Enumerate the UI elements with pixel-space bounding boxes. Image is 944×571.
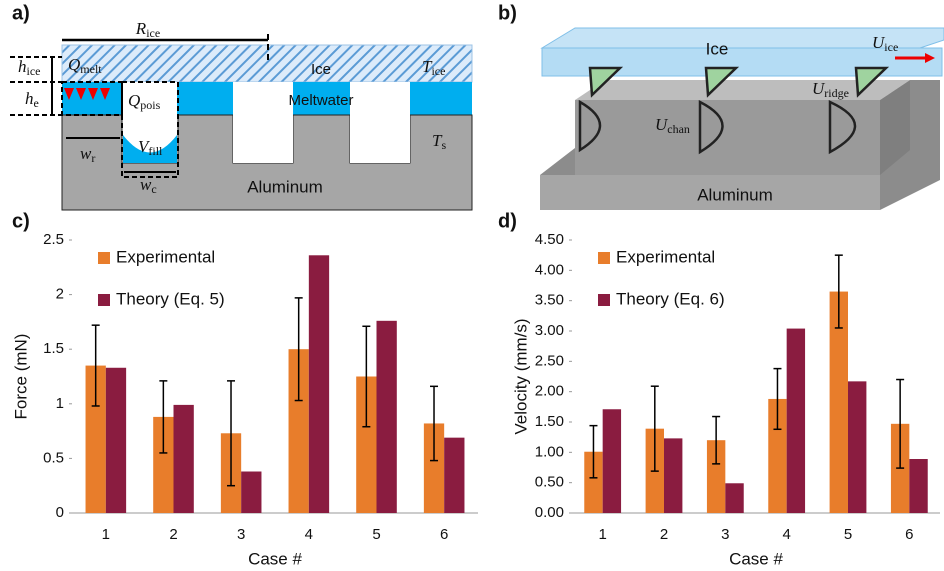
bar [787, 329, 805, 513]
label: Ice [311, 61, 331, 78]
x-tick-label: 1 [102, 526, 110, 543]
x-tick-label: 4 [782, 526, 790, 543]
legend-label: Theory (Eq. 5) [116, 289, 225, 308]
y-tick-label: 2.5 [43, 231, 64, 248]
label: Ice [706, 39, 729, 58]
panel-label: d) [498, 210, 517, 232]
y-tick-label: 0.5 [43, 449, 64, 466]
channel [350, 82, 410, 163]
label: he [25, 89, 39, 110]
bar [603, 409, 621, 513]
bar [725, 483, 743, 513]
legend-label: Theory (Eq. 6) [616, 289, 725, 308]
label: Aluminum [247, 177, 323, 196]
label: hice [18, 57, 41, 78]
y-tick-label: 0 [56, 504, 64, 521]
y-tick-label: 2.00 [535, 383, 564, 400]
legend-swatch [598, 294, 610, 306]
y-tick-label: 1.5 [43, 340, 64, 357]
x-tick-label: 5 [372, 526, 380, 543]
panel-label: a) [12, 2, 30, 24]
panel-label: b) [498, 2, 517, 24]
y-tick-label: 3.00 [535, 322, 564, 339]
x-tick-label: 5 [844, 526, 852, 543]
y-axis-title: Force (mN) [11, 334, 30, 420]
legend-label: Experimental [616, 247, 715, 266]
x-tick-label: 3 [237, 526, 245, 543]
ridge-front [575, 100, 880, 175]
x-tick-label: 6 [905, 526, 913, 543]
y-tick-label: 2 [56, 286, 64, 303]
panel-label: c) [12, 210, 30, 232]
y-tick-label: 2.50 [535, 352, 564, 369]
bar [174, 405, 194, 513]
y-tick-label: 0.00 [535, 504, 564, 521]
y-tick-label: 0.50 [535, 474, 564, 491]
bar [241, 472, 261, 513]
x-axis-title: Case # [729, 549, 783, 568]
label: Aluminum [697, 185, 773, 204]
y-axis-title: Velocity (mm/s) [511, 318, 530, 434]
x-axis-title: Case # [248, 549, 302, 568]
y-tick-label: 1 [56, 395, 64, 412]
label: Meltwater [288, 92, 353, 109]
bar [664, 438, 682, 513]
x-tick-label: 1 [598, 526, 606, 543]
figure: a) Rice hice he Qmelt Ice Tice Qpois Mel… [0, 0, 944, 571]
bar [377, 321, 397, 513]
ice-layer [62, 45, 472, 82]
bar [848, 381, 866, 513]
legend-label: Experimental [116, 247, 215, 266]
x-tick-label: 4 [305, 526, 313, 543]
x-tick-label: 2 [169, 526, 177, 543]
y-tick-label: 1.00 [535, 443, 564, 460]
x-tick-label: 3 [721, 526, 729, 543]
label: Rice [135, 19, 160, 40]
channel [233, 82, 293, 163]
bar [909, 459, 927, 513]
x-tick-label: 6 [440, 526, 448, 543]
y-tick-label: 3.50 [535, 292, 564, 309]
legend-swatch [98, 252, 110, 264]
x-tick-label: 2 [660, 526, 668, 543]
legend-swatch [598, 252, 610, 264]
y-tick-label: 4.50 [535, 231, 564, 248]
bar [106, 368, 126, 513]
panel-a: a) Rice hice he Qmelt Ice Tice Qpois Mel… [10, 2, 472, 210]
y-tick-label: 4.00 [535, 261, 564, 278]
bar [309, 255, 329, 513]
bar [444, 438, 464, 513]
legend-swatch [98, 294, 110, 306]
y-tick-label: 1.50 [535, 413, 564, 430]
panel-b: b) Ice Uice Uridge Uchan Aluminum [498, 2, 944, 210]
